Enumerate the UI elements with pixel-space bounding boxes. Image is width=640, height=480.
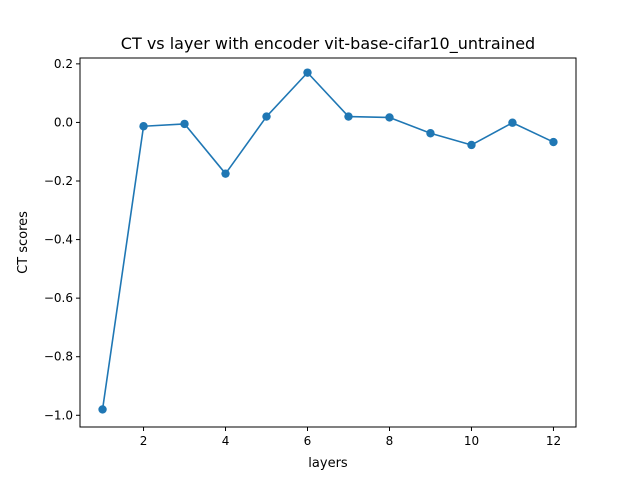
data-point (426, 129, 435, 138)
x-tick-label: 2 (140, 434, 148, 448)
series-marks (98, 68, 558, 414)
data-point (221, 169, 230, 178)
y-tick-label: −0.8 (44, 350, 73, 364)
data-point (139, 122, 148, 131)
y-tick-label: −0.6 (44, 291, 73, 305)
plot-frame (79, 57, 577, 428)
chart-title: CT vs layer with encoder vit-base-cifar1… (121, 34, 535, 54)
data-point (303, 68, 312, 77)
plot-area (80, 58, 576, 427)
data-point (180, 119, 189, 129)
y-tick-label: 0.0 (54, 115, 73, 129)
y-tick-label: −0.2 (44, 174, 73, 188)
x-tick-label: 10 (464, 434, 479, 448)
data-point (344, 112, 353, 121)
y-tick-label: −0.4 (44, 233, 73, 247)
data-point (508, 118, 517, 127)
y-tick-label: −1.0 (44, 408, 73, 422)
y-axis-label: CT scores (16, 211, 31, 274)
data-point (98, 405, 107, 414)
x-tick-label: 8 (386, 434, 394, 448)
data-point (262, 112, 271, 121)
series-line (101, 71, 554, 410)
x-tick-label: 4 (222, 434, 230, 448)
data-point (549, 137, 558, 147)
data-point (385, 113, 394, 122)
x-axis-label: layers (308, 456, 348, 471)
x-tick-label: 12 (546, 434, 561, 448)
x-tick-label: 6 (304, 434, 312, 448)
axes: 2 4 6 8 10 12 −1.0 −0.8 −0.6 −0.4 −0.2 0.0 0.2 (44, 57, 577, 448)
y-tick-label: 0.2 (54, 57, 73, 71)
data-point (467, 140, 476, 150)
